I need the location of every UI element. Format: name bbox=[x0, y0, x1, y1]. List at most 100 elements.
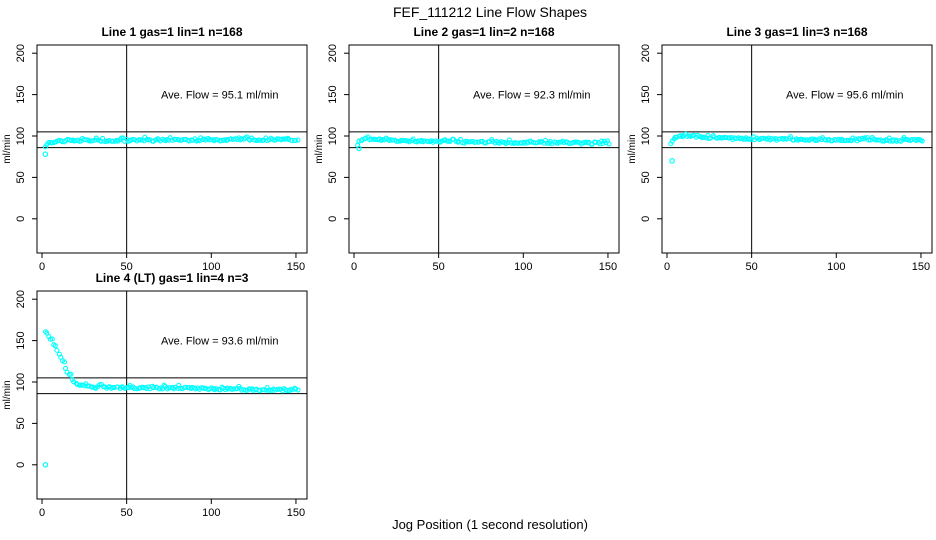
data-point bbox=[701, 134, 707, 140]
x-tick-label: 50 bbox=[746, 261, 758, 273]
subplot-title: Line 2 gas=1 lin=2 n=168 bbox=[413, 25, 554, 39]
x-tick-label: 50 bbox=[121, 507, 133, 519]
plot-box bbox=[36, 290, 308, 500]
data-point bbox=[54, 347, 60, 353]
data-point bbox=[210, 386, 217, 392]
data-point bbox=[96, 382, 102, 388]
y-tick-label: 0 bbox=[15, 216, 27, 222]
y-tick-label: 150 bbox=[15, 85, 27, 103]
data-point bbox=[395, 138, 401, 144]
data-point bbox=[100, 135, 106, 141]
y-tick-label: 150 bbox=[15, 331, 27, 349]
subplot-line-4: 0 50 100 150 0 50 100 150 200 ml/min Line 4 (LT) g… bbox=[2, 271, 308, 519]
outlier-point bbox=[356, 145, 362, 152]
data-point bbox=[134, 386, 140, 392]
data-point bbox=[68, 371, 74, 377]
y-tick-label: 200 bbox=[327, 44, 339, 62]
y-tick-label: 50 bbox=[15, 417, 27, 429]
ave-flow-annotation: Ave. Flow = 95.6 ml/min bbox=[786, 90, 903, 102]
data-point bbox=[698, 134, 704, 140]
subplot-line-2: 0 50 100 150 0 50 100 150 200 ml/min Line 2 gas=1 … bbox=[314, 25, 620, 273]
data-point bbox=[919, 138, 925, 144]
x-tick-label: 0 bbox=[39, 261, 45, 273]
data-point bbox=[265, 387, 271, 393]
data-point bbox=[593, 139, 599, 145]
data-point bbox=[455, 139, 461, 145]
data-point bbox=[850, 135, 856, 141]
data-point bbox=[218, 137, 224, 143]
x-tick-label: 0 bbox=[351, 261, 357, 273]
data-point bbox=[224, 385, 230, 391]
subplot-line-1: 0 50 100 150 0 50 100 150 200 ml/min Line 1 gas=1 … bbox=[2, 25, 308, 273]
data-point bbox=[696, 134, 702, 140]
data-point bbox=[866, 137, 872, 143]
data-point bbox=[61, 139, 68, 145]
x-tick-label: 150 bbox=[287, 507, 305, 519]
data-point bbox=[784, 136, 790, 142]
data-point bbox=[886, 135, 892, 141]
x-tick-label: 100 bbox=[202, 507, 220, 519]
data-point bbox=[574, 139, 580, 145]
y-tick-label: 200 bbox=[640, 44, 652, 62]
data-point bbox=[47, 336, 53, 342]
outlier-point bbox=[42, 462, 49, 468]
data-point bbox=[49, 336, 55, 342]
x-tick-label: 100 bbox=[827, 261, 845, 273]
ave-flow-annotation: Ave. Flow = 93.6 ml/min bbox=[161, 336, 278, 348]
data-point bbox=[287, 386, 293, 393]
data-point bbox=[89, 138, 95, 144]
data-point bbox=[787, 134, 794, 140]
data-point bbox=[137, 385, 143, 391]
outlier-point bbox=[669, 158, 675, 164]
y-axis-label: ml/min bbox=[627, 134, 638, 163]
y-tick-label: 100 bbox=[327, 127, 339, 145]
data-point bbox=[286, 388, 292, 394]
x-tick-label: 150 bbox=[912, 261, 930, 273]
data-point bbox=[213, 137, 219, 143]
y-tick-label: 0 bbox=[640, 216, 652, 222]
y-tick-label: 150 bbox=[640, 85, 652, 103]
y-tick-label: 0 bbox=[327, 216, 339, 222]
subplot-title: Line 1 gas=1 lin=1 n=168 bbox=[101, 25, 242, 39]
y-tick-label: 100 bbox=[15, 373, 27, 391]
data-point bbox=[295, 137, 301, 143]
x-tick-label: 0 bbox=[39, 507, 45, 519]
y-axis-label: ml/min bbox=[2, 134, 13, 163]
data-point bbox=[151, 385, 157, 391]
y-axis-label: ml/min bbox=[2, 380, 13, 409]
y-tick-label: 50 bbox=[640, 171, 652, 183]
plot-box bbox=[36, 44, 308, 254]
data-point bbox=[172, 137, 179, 143]
data-point bbox=[169, 385, 176, 391]
data-point bbox=[503, 141, 509, 147]
x-tick-label: 50 bbox=[433, 261, 445, 273]
data-point bbox=[292, 137, 298, 144]
data-point bbox=[467, 139, 473, 145]
data-point bbox=[606, 141, 612, 147]
data-point bbox=[508, 140, 514, 146]
y-tick-label: 0 bbox=[15, 462, 27, 468]
data-point bbox=[61, 359, 68, 365]
data-point bbox=[46, 140, 52, 146]
data-point bbox=[246, 136, 252, 142]
data-point bbox=[293, 386, 299, 392]
data-point bbox=[862, 135, 868, 141]
x-tick-label: 150 bbox=[599, 261, 617, 273]
data-point bbox=[183, 384, 189, 390]
plot-box bbox=[661, 44, 933, 254]
y-tick-label: 200 bbox=[15, 290, 27, 308]
subplot-title: Line 3 gas=1 lin=3 n=168 bbox=[726, 25, 867, 39]
data-point bbox=[213, 386, 219, 392]
y-axis-label: ml/min bbox=[314, 134, 325, 163]
data-point bbox=[264, 385, 270, 391]
x-tick-label: 150 bbox=[287, 261, 305, 273]
y-tick-label: 200 bbox=[15, 44, 27, 62]
figure-title: FEF_111212 Line Flow Shapes bbox=[392, 4, 588, 20]
data-point bbox=[473, 139, 479, 145]
data-point bbox=[505, 140, 511, 146]
x-tick-label: 100 bbox=[202, 261, 220, 273]
y-tick-label: 50 bbox=[327, 171, 339, 183]
data-point bbox=[679, 134, 685, 140]
plot-box bbox=[348, 44, 620, 254]
x-tick-label: 0 bbox=[664, 261, 670, 273]
